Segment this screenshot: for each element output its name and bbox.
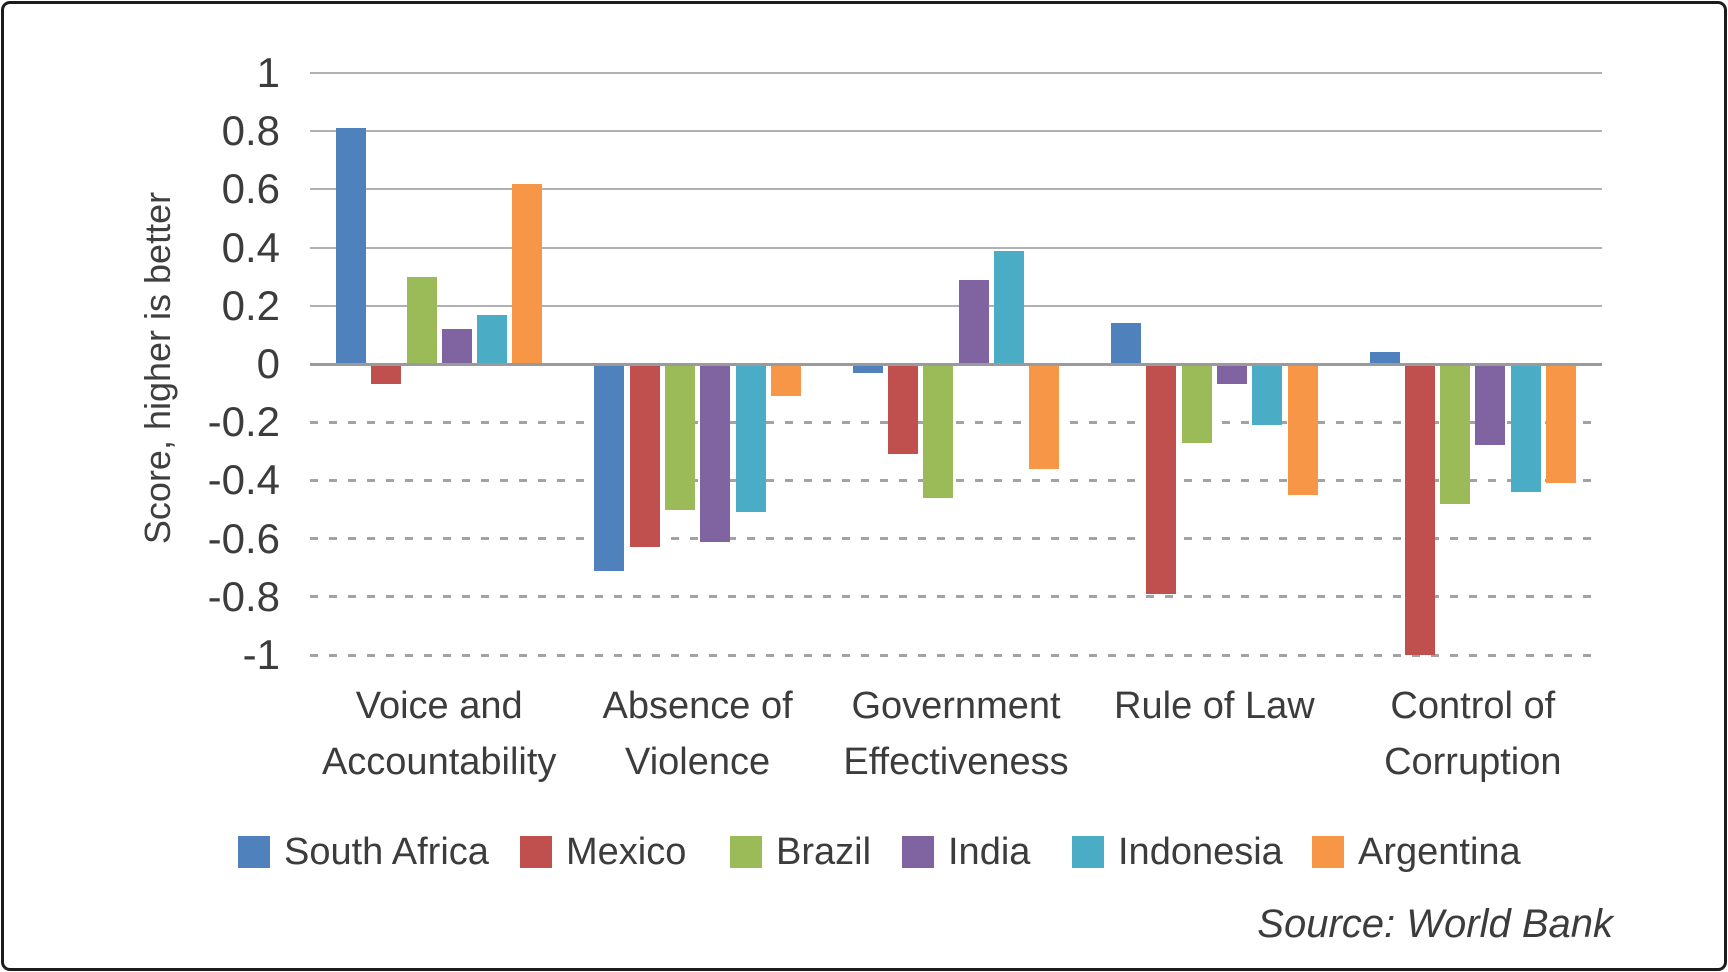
bar-mexico-voice-and-accountability [371, 364, 402, 385]
category-label-rule-of-law: Rule of Law [1044, 678, 1384, 734]
legend-label-brazil: Brazil [776, 831, 872, 873]
bar-brazil-voice-and-accountability [406, 276, 437, 364]
legend-swatch-argentina [1312, 836, 1344, 868]
gridline--0.4 [310, 478, 1602, 482]
bar-mexico-control-of-corruption [1404, 364, 1435, 655]
gridline-0.4 [310, 246, 1602, 249]
gridline--0.6 [310, 537, 1602, 541]
bar-india-absence-of-violence [700, 364, 731, 542]
bar-argentina-absence-of-violence [770, 364, 801, 396]
category-label-line: Government [851, 685, 1061, 727]
legend-label-indonesia: Indonesia [1118, 831, 1283, 873]
y-tick-label--1: -1 [242, 631, 280, 678]
legend-label-argentina: Argentina [1358, 831, 1521, 873]
bar-south-africa-government-effectiveness [852, 364, 883, 373]
bar-south-africa-absence-of-violence [594, 364, 625, 571]
gridline-0.2 [310, 304, 1602, 307]
bar-indonesia-voice-and-accountability [477, 314, 508, 364]
bar-south-africa-control-of-corruption [1369, 352, 1400, 364]
y-tick-label--0.6: -0.6 [207, 514, 280, 562]
bar-brazil-rule-of-law [1181, 364, 1212, 443]
category-label-line: Voice and [355, 685, 523, 727]
legend-swatch-mexico [520, 836, 552, 868]
gridline--0.8 [310, 595, 1602, 599]
y-tick-label--0.4: -0.4 [207, 456, 280, 504]
bar-india-control-of-corruption [1475, 364, 1506, 446]
category-label-control-of-corruption: Control of Corruption [1303, 678, 1643, 790]
legend-label-south-africa: South Africa [284, 831, 489, 873]
category-label-voice-and-accountability: Voice and Accountability [269, 678, 609, 790]
zero-axis-line [310, 362, 1602, 366]
category-label-line: Rule of Law [1114, 685, 1315, 727]
category-label-line: Control of [1390, 685, 1556, 727]
bar-brazil-absence-of-violence [664, 364, 695, 510]
category-label-absence-of-violence: Absence of Violence [528, 678, 868, 790]
bar-india-voice-and-accountability [441, 329, 472, 364]
category-label-line: Accountability [321, 741, 557, 783]
category-label-government-effectiveness: Government Effectiveness [786, 678, 1126, 790]
legend-swatch-indonesia [1072, 836, 1104, 868]
bar-brazil-government-effectiveness [923, 364, 954, 498]
source-note: Source: World Bank [1257, 902, 1613, 946]
bar-india-rule-of-law [1217, 364, 1248, 385]
bar-south-africa-voice-and-accountability [335, 128, 366, 364]
bar-indonesia-government-effectiveness [993, 250, 1024, 364]
gridline-0.6 [310, 188, 1602, 191]
bar-south-africa-rule-of-law [1111, 323, 1142, 364]
y-tick-label--0.2: -0.2 [207, 398, 280, 446]
legend-swatch-south-africa [238, 836, 270, 868]
gridline--0.2 [310, 420, 1602, 424]
bar-argentina-voice-and-accountability [512, 183, 543, 364]
bar-mexico-absence-of-violence [629, 364, 660, 548]
bar-argentina-rule-of-law [1287, 364, 1318, 495]
category-label-line: Violence [625, 741, 771, 783]
bar-brazil-control-of-corruption [1440, 364, 1471, 504]
gridline--1 [310, 653, 1602, 657]
bar-india-government-effectiveness [958, 279, 989, 364]
category-label-line: Corruption [1384, 741, 1562, 783]
bar-indonesia-absence-of-violence [735, 364, 766, 513]
gridline-0.8 [310, 130, 1602, 133]
bar-argentina-government-effectiveness [1029, 364, 1060, 469]
y-tick-label-0.4: 0.4 [221, 223, 280, 271]
legend-label-india: India [948, 831, 1031, 873]
bar-mexico-rule-of-law [1146, 364, 1177, 594]
y-tick-label-0.6: 0.6 [221, 165, 280, 213]
y-tick-label-1: 1 [256, 49, 280, 96]
bar-argentina-control-of-corruption [1546, 364, 1577, 484]
y-tick-label--0.8: -0.8 [207, 572, 280, 620]
bar-indonesia-rule-of-law [1252, 364, 1283, 426]
legend-swatch-brazil [730, 836, 762, 868]
bar-mexico-government-effectiveness [888, 364, 919, 455]
legend-label-mexico: Mexico [566, 831, 687, 873]
bar-indonesia-control-of-corruption [1510, 364, 1541, 493]
legend-swatch-india [902, 836, 934, 868]
y-tick-label-0: 0 [256, 340, 280, 387]
y-tick-label-0.2: 0.2 [221, 281, 280, 329]
category-label-line: Effectiveness [843, 741, 1069, 783]
y-tick-label-0.8: 0.8 [221, 107, 280, 155]
category-label-line: Absence of [602, 685, 793, 727]
gridline-1 [310, 72, 1602, 74]
